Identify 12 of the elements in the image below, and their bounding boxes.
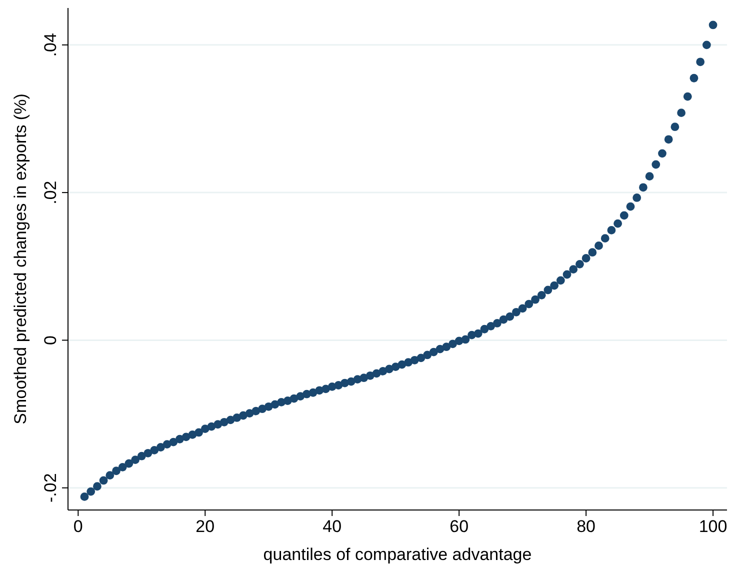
y-axis-title: Smoothed predicted changes in exports (%) bbox=[11, 94, 30, 424]
x-axis-title: quantiles of comparative advantage bbox=[263, 545, 532, 564]
x-tick-label: 100 bbox=[698, 517, 728, 536]
y-tick-label: .04 bbox=[41, 33, 60, 57]
x-tick-label: 40 bbox=[322, 517, 342, 536]
y-tick-label: -.02 bbox=[41, 473, 60, 502]
y-tick-label: 0 bbox=[41, 335, 60, 345]
x-tick-label: 20 bbox=[196, 517, 215, 536]
x-tick-label: 0 bbox=[73, 517, 83, 536]
y-tick-label: .02 bbox=[41, 180, 60, 204]
x-tick-label: 60 bbox=[450, 517, 469, 536]
x-tick-label: 80 bbox=[576, 517, 596, 536]
